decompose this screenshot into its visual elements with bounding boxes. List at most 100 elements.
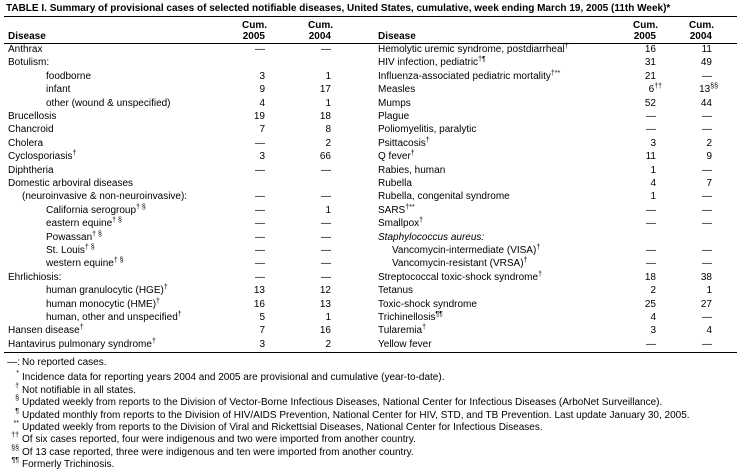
row-label: Cyclosporiasis† [8, 150, 76, 163]
footnote-text: Updated weekly from reports to the Divis… [22, 422, 543, 433]
footnote-text: Of 13 case reported, three were indigeno… [22, 446, 414, 458]
row-label: Measles [378, 84, 415, 96]
row-label: Powassan† § [46, 230, 102, 244]
disease-name: Toxic-shock syndrome [378, 298, 477, 310]
row-label: Diphtheria [8, 165, 54, 177]
cell-value: 4 [706, 325, 712, 337]
column-header: 2004 [689, 31, 712, 42]
disease-name: Streptococcal toxic-shock syndrome [378, 271, 539, 283]
footnote-mark: §§ [11, 444, 19, 452]
cell-value: 4 [650, 178, 656, 189]
cell-value: — [255, 164, 265, 176]
cell-value: 6†† [648, 83, 662, 96]
disease-name: human, other and unspecified [46, 312, 178, 323]
disease-name: Hemolytic uremic syndrome, postdiarrheal [378, 44, 565, 55]
disease-name: Yellow fever [378, 338, 432, 350]
row-label: (neuroinvasive & non-neuroinvasive): [22, 191, 188, 203]
column-header: 2005 [633, 31, 656, 42]
footnote-mark: † [523, 257, 528, 265]
footnote-mark: †** [405, 203, 415, 211]
row-label: Rubella, congenital syndrome [378, 191, 510, 203]
row-label: Brucellosis [8, 111, 56, 123]
footnote-mark: † [422, 324, 426, 332]
row-label: human, other and unspecified† [46, 311, 182, 324]
row-label: Staphylococcus aureus: [378, 232, 484, 244]
footnote-text: Updated monthly from reports to the Divi… [22, 409, 690, 421]
cell-value: 21 [644, 70, 656, 82]
footnote-mark: †† [11, 432, 19, 440]
cell-value: — [255, 231, 265, 243]
cell-value: 7 [706, 178, 712, 189]
cell-value: — [702, 111, 712, 122]
cell-value: — [702, 70, 712, 82]
footnote-mark: †** [550, 69, 561, 77]
column-header: Disease [8, 31, 46, 42]
disease-name: human granulocytic (HGE) [46, 285, 164, 297]
disease-name: Rabies, human [378, 164, 446, 176]
cell-footnote-mark: §§ [710, 83, 718, 91]
cell-value: 13§§ [699, 83, 718, 96]
cell-value: — [646, 204, 656, 216]
row-label: human monocytic (HME)† [46, 297, 160, 311]
cell-value: 13 [319, 298, 331, 310]
cell-value: — [646, 111, 656, 122]
footnote-mark: † [163, 284, 168, 292]
row-label: Toxic-shock syndrome [378, 299, 477, 311]
cell-value: — [255, 245, 265, 256]
row-label: Mumps [378, 98, 411, 110]
disease-name: Rubella [378, 178, 412, 189]
disease-name: western equine [46, 258, 114, 270]
footnote-mark: † [79, 324, 84, 332]
cell-value: 7 [259, 124, 265, 136]
disease-name: Diphtheria [8, 164, 54, 176]
disease-name: Trichinellosis [378, 312, 436, 323]
disease-name: Q fever [378, 151, 411, 163]
footnote-mark: § [15, 395, 19, 403]
cell-value: — [702, 338, 712, 350]
footnote-mark: † [177, 311, 182, 318]
disease-name: Plague [378, 111, 410, 122]
disease-name: eastern equine [46, 218, 113, 230]
cell-value: — [702, 164, 712, 176]
footnote-text: Not notifiable in all states. [22, 384, 136, 396]
cell-value: — [321, 231, 331, 243]
footnote-mark: † [425, 136, 430, 144]
cell-number: 13 [699, 84, 711, 96]
row-label: Plague [378, 111, 409, 123]
row-label: Ehrlichiosis: [8, 272, 61, 284]
disease-name: Mumps [378, 97, 411, 109]
footnote-mark: † [156, 297, 160, 305]
column-header: Cum. [689, 20, 714, 31]
disease-name: Smallpox [378, 218, 420, 230]
cell-value: 8 [325, 124, 331, 136]
cell-value: 17 [319, 84, 331, 96]
column-header: 2004 [308, 31, 331, 42]
cell-value: — [255, 137, 265, 149]
cell-value: — [702, 191, 712, 203]
cell-value: 11 [645, 151, 656, 163]
cell-number: 6 [648, 84, 655, 96]
disease-name: Cyclosporiasis [8, 151, 73, 163]
row-label: Influenza-associated pediatric mortality… [378, 69, 561, 83]
footnote-mark: † [538, 270, 542, 278]
row-label: California serogroup† § [46, 204, 146, 217]
row-label: Streptococcal toxic-shock syndrome† [378, 270, 542, 284]
cell-value: — [321, 258, 331, 270]
disease-name: Domestic arboviral diseases [8, 178, 134, 189]
cell-value: — [255, 204, 265, 216]
footnote-mark: ** [13, 420, 19, 427]
column-header: Disease [378, 31, 416, 42]
footnote-mark: † § [113, 257, 124, 265]
row-label: Botulism: [8, 57, 49, 69]
column-header: Cum. [308, 20, 333, 31]
footnote-mark: † § [92, 230, 102, 238]
row-label: human granulocytic (HGE)† [46, 284, 168, 297]
cell-value: 1 [650, 164, 656, 176]
disease-name: Influenza-associated pediatric mortality [378, 70, 551, 82]
cell-value: — [255, 191, 265, 203]
cell-value: 4 [259, 97, 265, 109]
disease-name: Botulism: [8, 57, 50, 69]
disease-name: Hantavirus pulmonary syndrome [8, 338, 152, 350]
cell-value: — [702, 204, 712, 216]
disease-name: Rubella, congenital syndrome [378, 191, 510, 203]
